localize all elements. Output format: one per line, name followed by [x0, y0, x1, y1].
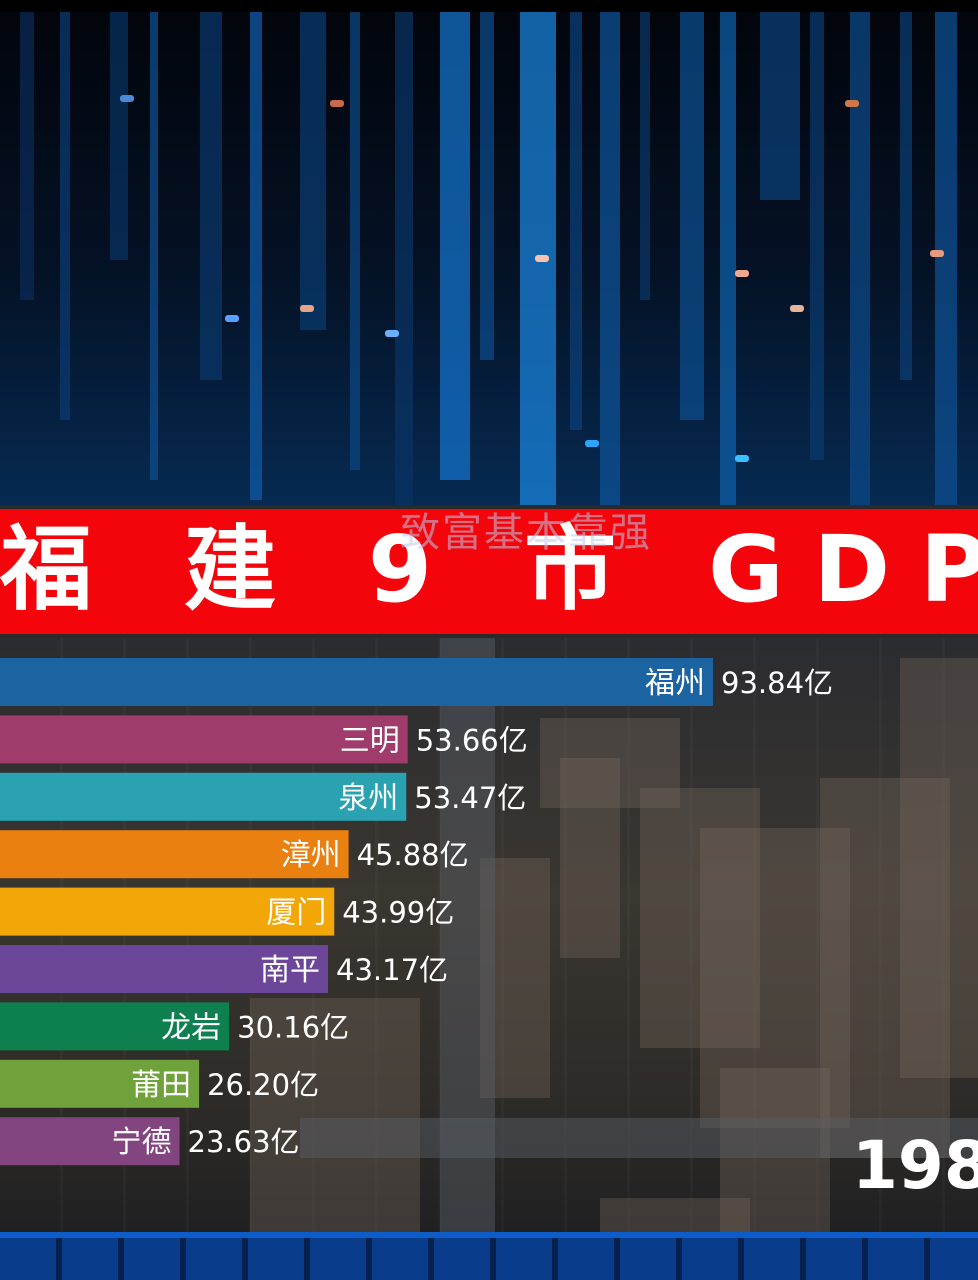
bar-category-label: 福州: [645, 666, 705, 701]
city-lights-background: [0, 0, 978, 505]
bar-7: [0, 1002, 230, 1051]
bar-category-label: 三明: [340, 723, 400, 758]
bar-value-label: 23.63亿: [188, 1125, 300, 1159]
bar-value-label: 45.88亿: [357, 838, 469, 872]
bar-value-label: 93.84亿: [721, 666, 833, 700]
aerial-city-background: [0, 638, 978, 1280]
blue-floor-tiles: [0, 1232, 978, 1280]
bar-value-label: 26.20亿: [207, 1068, 319, 1102]
bar-3: [0, 772, 407, 821]
bar-2: [0, 715, 408, 764]
bar-category-label: 龙岩: [161, 1010, 221, 1045]
bar-6: [0, 945, 329, 993]
bar-value-label: 30.16亿: [237, 1010, 349, 1044]
bar-value-label: 43.99亿: [342, 896, 454, 930]
bar-8: [0, 1059, 200, 1108]
bar-category-label: 莆田: [131, 1068, 191, 1103]
bar-category-label: 漳州: [281, 838, 341, 873]
chart-title: 福 建 9 市 GDP 排 名: [0, 516, 978, 623]
top-black-bar: [0, 0, 978, 12]
bar-9: [0, 1117, 180, 1166]
bar-category-label: 泉州: [338, 781, 398, 816]
watermark-text: 致富基本靠强: [400, 510, 652, 556]
year-label: 198: [852, 1127, 978, 1204]
bar-value-label: 43.17亿: [336, 953, 448, 987]
bar-value-label: 53.47亿: [414, 781, 526, 815]
bar-4: [0, 830, 349, 879]
bar-category-label: 南平: [260, 953, 320, 988]
bar-category-label: 厦门: [266, 896, 326, 931]
bar-1: [0, 658, 713, 706]
bar-category-label: 宁德: [112, 1125, 172, 1160]
title-banner: 福 建 9 市 GDP 排 名: [0, 505, 978, 638]
bar-5: [0, 887, 335, 936]
bar-value-label: 53.66亿: [416, 723, 528, 757]
